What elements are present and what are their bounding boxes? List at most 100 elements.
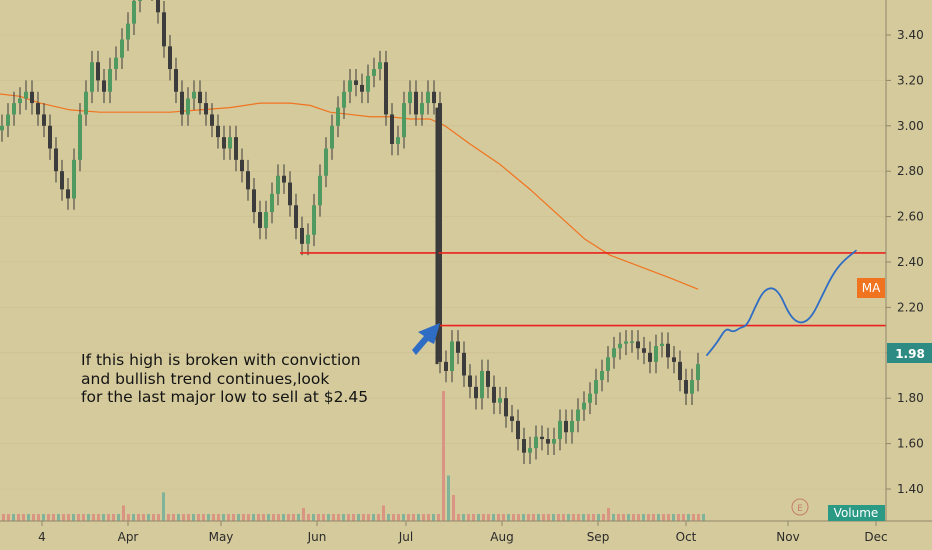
candle	[582, 391, 586, 421]
volume-bar	[187, 514, 190, 521]
volume-bar	[647, 514, 650, 521]
volume-bar	[222, 514, 225, 521]
candle	[522, 427, 526, 465]
volume-bar	[427, 514, 430, 521]
candle	[222, 125, 226, 160]
y-tick-label: 2.60	[897, 210, 924, 224]
volume-bar	[247, 514, 250, 521]
volume-bar	[272, 514, 275, 521]
candle	[78, 103, 82, 172]
moving-average-layer	[0, 93, 699, 290]
volume-bar	[327, 514, 330, 521]
earnings-marker[interactable]: E	[791, 498, 809, 516]
volume-bar	[102, 514, 105, 521]
volume-bar	[307, 514, 310, 521]
volume-bar	[557, 514, 560, 521]
candle	[630, 330, 634, 353]
volume-bar	[12, 514, 15, 521]
projection-layer	[706, 249, 857, 356]
volume-bar	[167, 514, 170, 521]
volume-bar	[157, 514, 160, 521]
volume-bar	[357, 514, 360, 521]
volume-bar	[77, 514, 80, 521]
volume-bar	[72, 514, 75, 521]
volume-bar	[242, 514, 245, 521]
candle	[48, 114, 52, 160]
last-price-tag	[887, 343, 932, 363]
candle	[162, 0, 166, 58]
candle	[102, 69, 106, 104]
volume-bar	[252, 514, 255, 521]
candle	[654, 334, 658, 374]
volume-bar	[622, 514, 625, 521]
volume-bar	[7, 514, 10, 521]
x-tick-label: Oct	[676, 530, 697, 544]
candle	[546, 427, 550, 455]
candle	[342, 80, 346, 119]
volume-bar	[67, 514, 70, 521]
volume-bar	[87, 514, 90, 521]
volume-bar	[212, 514, 215, 521]
volume-bar	[452, 495, 455, 521]
volume-bar	[522, 514, 525, 521]
volume-bar	[412, 514, 415, 521]
candle	[402, 91, 406, 149]
volume-bar	[567, 514, 570, 521]
projection-path[interactable]	[706, 249, 857, 356]
volume-bar	[547, 514, 550, 521]
volume-layer	[2, 391, 705, 521]
volume-bar	[47, 514, 50, 521]
candle	[504, 386, 508, 428]
y-tick-label: 3.20	[897, 73, 924, 87]
candle	[642, 336, 646, 365]
volume-bar	[397, 514, 400, 521]
volume-bar	[322, 514, 325, 521]
volume-bar	[702, 514, 705, 521]
volume-bar	[377, 514, 380, 521]
candle	[246, 159, 250, 201]
volume-bar	[577, 514, 580, 521]
candle	[228, 125, 232, 160]
candle	[696, 352, 700, 392]
x-tick-label: May	[209, 530, 234, 544]
candle	[72, 148, 76, 210]
volume-bar	[37, 514, 40, 521]
candle	[120, 28, 124, 70]
volume-bar	[57, 514, 60, 521]
volume-bar	[527, 514, 530, 521]
grid-layer	[0, 34, 886, 490]
volume-bar	[342, 514, 345, 521]
candle	[690, 368, 694, 406]
volume-bar	[602, 514, 605, 521]
x-tick-label: Apr	[118, 530, 139, 544]
volume-bar	[142, 514, 145, 521]
candle	[84, 80, 88, 126]
x-tick-label: 4	[38, 530, 46, 544]
volume-bar	[92, 514, 95, 521]
x-tick-label: Aug	[490, 530, 513, 544]
y-tick-label: 1.80	[897, 391, 924, 405]
candle	[612, 336, 616, 369]
candle	[588, 382, 592, 415]
volume-bar	[687, 514, 690, 521]
volume-bar	[257, 514, 260, 521]
volume-bar	[512, 514, 515, 521]
candle	[468, 364, 472, 399]
y-axis-ticks: 1.401.601.802.002.202.402.602.803.003.20…	[886, 28, 924, 496]
volume-bar	[607, 508, 610, 521]
candle	[438, 91, 442, 374]
ma-tag	[857, 278, 885, 298]
volume-bar	[237, 514, 240, 521]
volume-bar	[122, 505, 125, 521]
candle	[426, 80, 430, 115]
x-tick-label: Jul	[398, 530, 413, 544]
candle	[198, 80, 202, 115]
candle	[576, 398, 580, 433]
volume-bar	[352, 514, 355, 521]
volume-tag-label: Volume	[834, 506, 879, 520]
volume-bar	[127, 514, 130, 521]
volume-bar	[62, 514, 65, 521]
candle	[151, 0, 153, 1]
annotation-line-2: and bullish trend continues,look	[81, 370, 329, 388]
